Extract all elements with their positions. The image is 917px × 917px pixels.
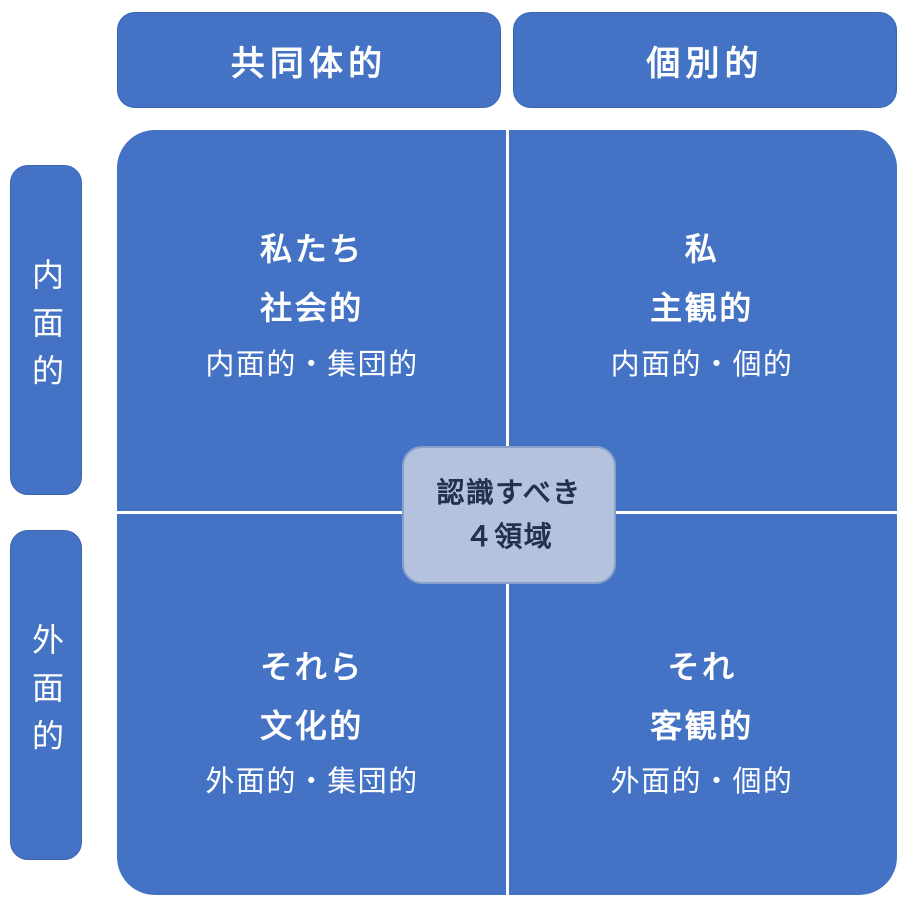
row-header-exterior-label: 外面的 (23, 623, 69, 767)
column-header-communal: 共同体的 (117, 12, 501, 108)
quadrant-i-aspect: 主観的 (650, 279, 754, 338)
quadrant-i-desc: 内面的・個的 (611, 339, 794, 393)
quadrant-its-desc: 外面的・集団的 (205, 756, 418, 810)
column-header-individual: 個別的 (513, 12, 897, 108)
center-line1: 認識すべき (436, 471, 581, 514)
quadrant-its-aspect: 文化的 (260, 697, 364, 756)
row-header-exterior: 外面的 (10, 530, 82, 860)
quadrant-it-desc: 外面的・個的 (611, 756, 794, 810)
quadrant-it-aspect: 客観的 (650, 697, 754, 756)
center-line2: ４領域 (465, 515, 553, 558)
quadrant-we-aspect: 社会的 (260, 279, 364, 338)
center-badge: 認識すべき ４領域 (402, 446, 616, 584)
row-header-interior-label: 内面的 (23, 258, 69, 402)
row-header-interior: 内面的 (10, 165, 82, 495)
quadrant-it-pronoun: それ (667, 638, 736, 697)
quadrant-we-pronoun: 私たち (260, 220, 364, 279)
quadrant-its-pronoun: それら (260, 638, 364, 697)
quadrant-i-pronoun: 私 (685, 220, 720, 279)
column-header-communal-label: 共同体的 (231, 36, 387, 85)
column-header-individual-label: 個別的 (646, 36, 763, 85)
quadrant-we-desc: 内面的・集団的 (205, 339, 418, 393)
